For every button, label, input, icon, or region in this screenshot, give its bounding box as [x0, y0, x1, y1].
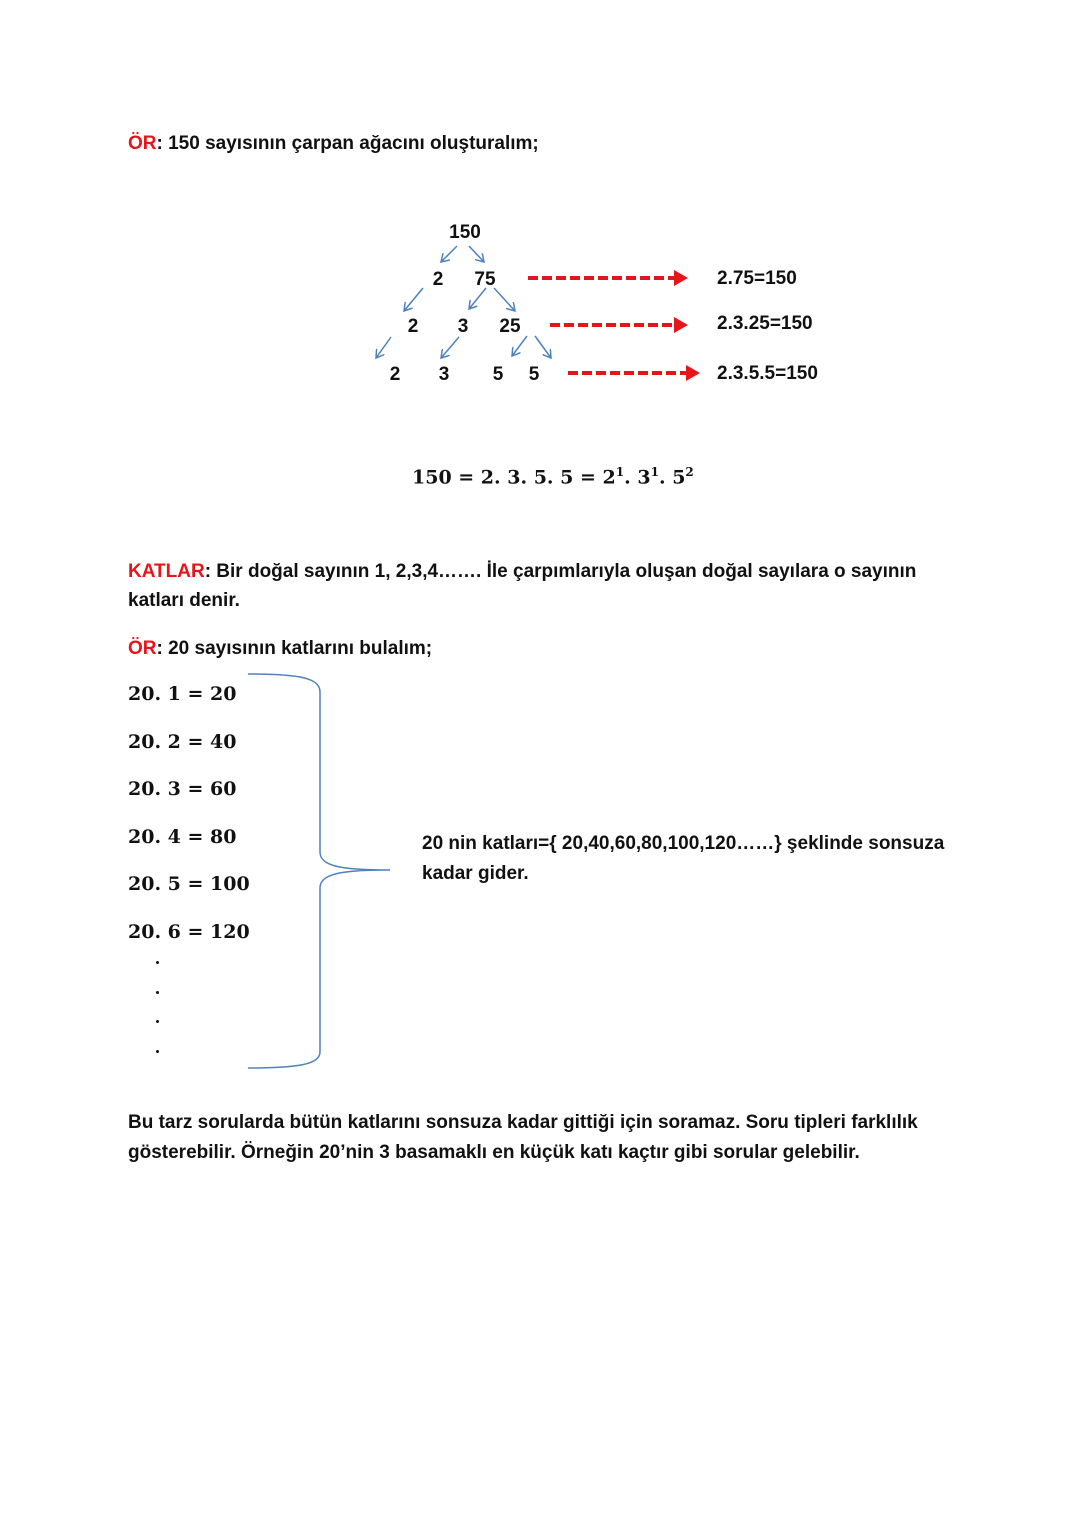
- katlar-label: KATLAR: [128, 561, 205, 582]
- branch-arrow-icon: [512, 335, 528, 356]
- tree-node: 2: [408, 316, 419, 337]
- tree-node: 2: [390, 364, 401, 385]
- tree-node: 150: [449, 222, 481, 243]
- example2-heading: ÖR: 20 sayısının katlarını bulalım;: [128, 639, 432, 658]
- base: 2: [602, 466, 616, 489]
- continuation-dot: [156, 1050, 159, 1053]
- branch-arrow-icon: [404, 287, 424, 311]
- exponent: 1: [615, 465, 625, 479]
- branch-arrow-icon: [376, 336, 392, 358]
- branch-arrow-icon: [469, 287, 487, 309]
- tree-node: 3: [439, 364, 450, 385]
- branch-arrow-icon: [441, 245, 458, 262]
- base: 5: [672, 466, 686, 489]
- tree-result: 2.75=150: [717, 268, 797, 289]
- tree-node: 2: [433, 269, 444, 290]
- tree-node: 5: [493, 364, 504, 385]
- prime-factorization-equation: 150 = 2. 3. 5. 5 = 21. 31. 52: [412, 465, 694, 489]
- multiple-line: 20. 2 = 40: [128, 731, 237, 753]
- brace-note-line1: 20 nin katları={ 20,40,60,80,100,120……} …: [422, 833, 945, 854]
- example-label: ÖR: [128, 133, 157, 154]
- katlar-definition-line2: katları denir.: [128, 590, 240, 611]
- example-text: : 150 sayısının çarpan ağacını oluştural…: [156, 133, 539, 154]
- example-label: ÖR: [128, 638, 157, 659]
- result-arrows: [528, 270, 700, 381]
- tree-result: 2.3.25=150: [717, 313, 813, 334]
- continuation-dot: [156, 1020, 159, 1023]
- tree-branches: [376, 245, 551, 358]
- curly-brace: [247, 673, 391, 1069]
- exponent: 2: [685, 465, 694, 479]
- equation-lhs: 150 = 2. 3. 5. 5 =: [412, 466, 603, 489]
- branch-arrow-icon: [441, 336, 460, 358]
- branch-arrow-icon: [468, 245, 484, 262]
- multiple-line: 20. 5 = 100: [128, 873, 250, 895]
- continuation-dot: [156, 961, 159, 964]
- exponent: 1: [650, 465, 659, 479]
- multiple-line: 20. 1 = 20: [128, 683, 237, 705]
- branch-arrow-icon: [493, 287, 515, 311]
- tree-node: 25: [499, 316, 521, 337]
- tree-node: 75: [474, 269, 496, 290]
- tree-node: 3: [458, 316, 469, 337]
- katlar-text: : Bir doğal sayının 1, 2,3,4……. İle çarp…: [204, 561, 917, 582]
- multiple-line: 20. 3 = 60: [128, 778, 237, 800]
- katlar-definition-line1: KATLAR: Bir doğal sayının 1, 2,3,4……. İl…: [128, 562, 916, 581]
- multiple-line: 20. 4 = 80: [128, 826, 237, 848]
- example1-heading: ÖR: 150 sayısının çarpan ağacını oluştur…: [128, 134, 539, 153]
- tree-node: 5: [529, 364, 540, 385]
- closing-line1: Bu tarz sorularda bütün katlarını sonsuz…: [128, 1112, 918, 1133]
- example-text: : 20 sayısının katlarını bulalım;: [156, 638, 433, 659]
- multiple-line: 20. 6 = 120: [128, 921, 250, 943]
- base: 3: [637, 466, 651, 489]
- continuation-dot: [156, 991, 159, 994]
- branch-arrow-icon: [534, 335, 551, 358]
- tree-result: 2.3.5.5=150: [717, 363, 818, 384]
- brace-note-line2: kadar gider.: [422, 863, 529, 884]
- closing-line2: gösterebilir. Örneğin 20’nin 3 basamaklı…: [128, 1142, 860, 1163]
